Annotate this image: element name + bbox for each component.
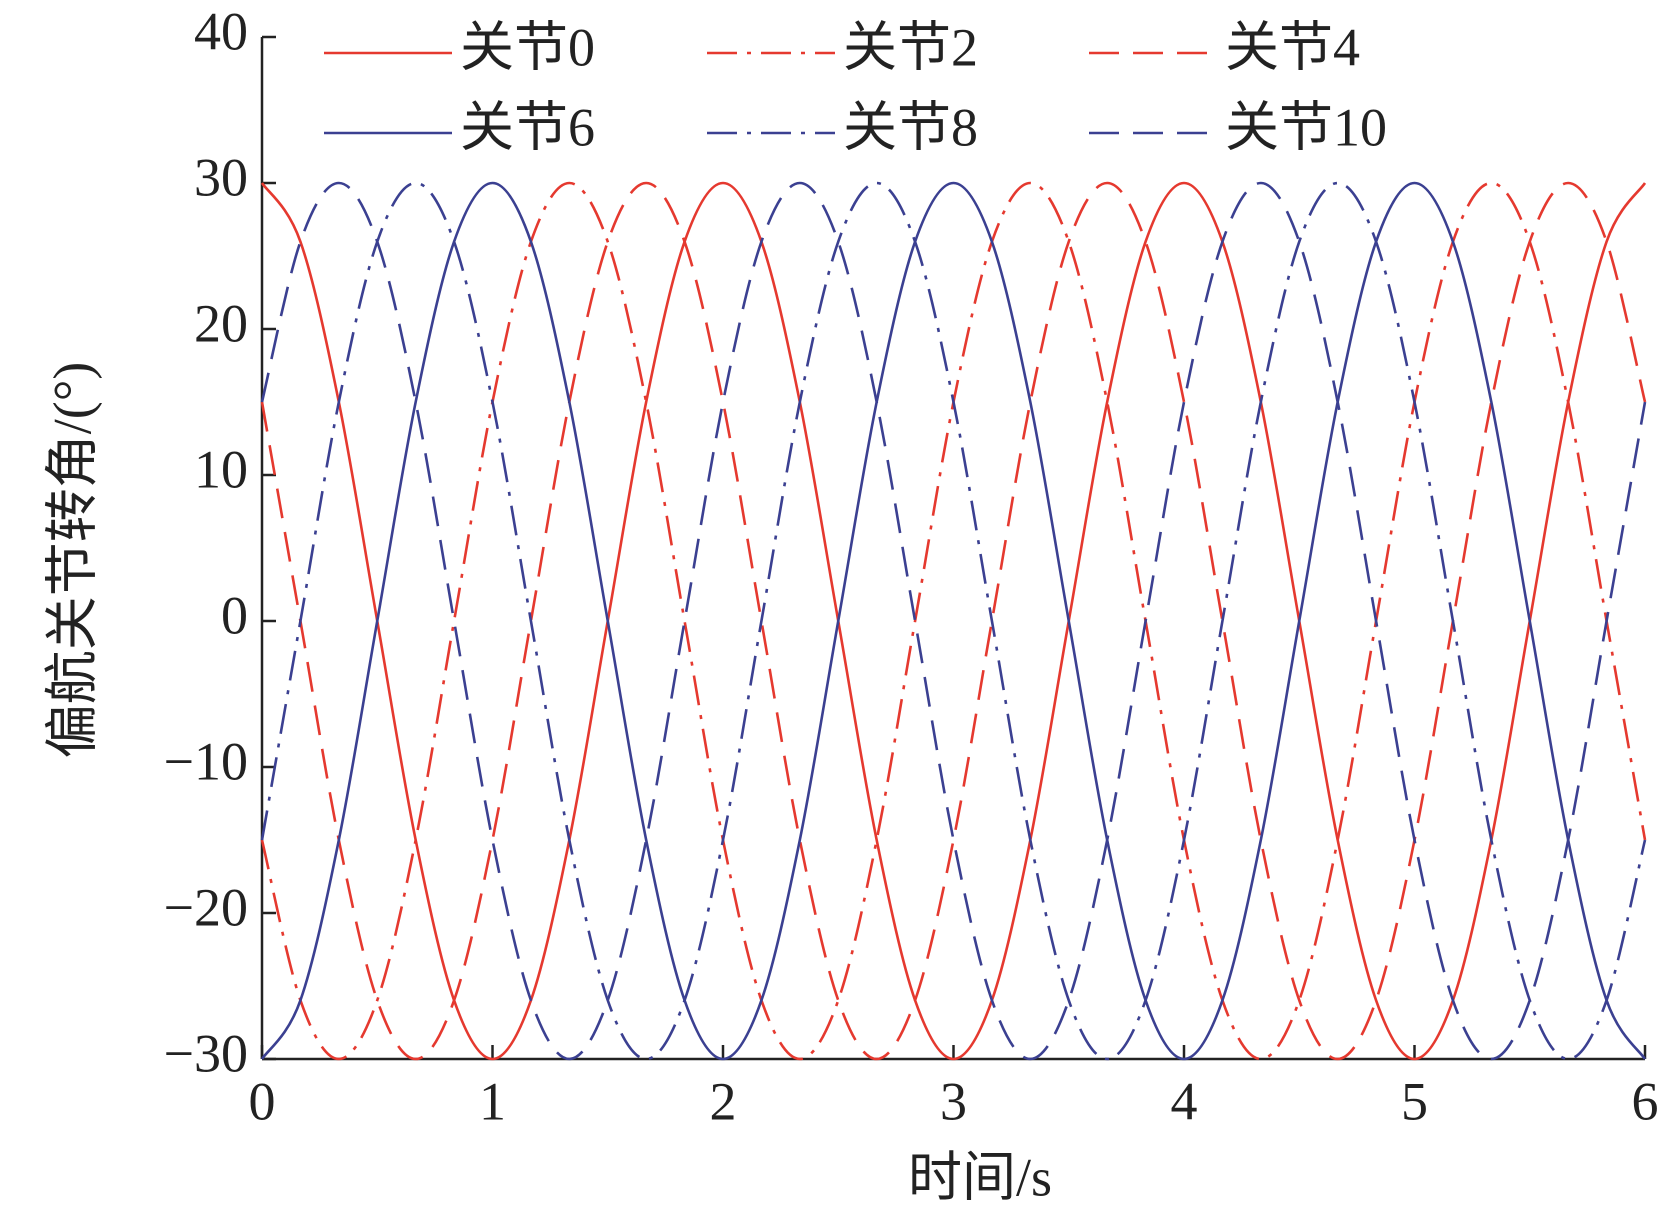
y-tick-label: −30 [164, 1023, 248, 1083]
y-tick-label: 20 [194, 293, 248, 353]
series-line [260, 181, 1647, 1061]
y-tick-label: 30 [194, 147, 248, 207]
series-line [260, 181, 1647, 1061]
x-tick-label: 1 [479, 1071, 506, 1131]
series-line [260, 181, 1647, 1061]
x-tick-label: 5 [1401, 1071, 1428, 1131]
legend-label: 关节2 [843, 17, 978, 77]
x-axis-title: 时间/s [908, 1147, 1052, 1207]
legend-label: 关节6 [460, 97, 595, 157]
y-tick-label: −20 [164, 877, 248, 937]
legend-label: 关节4 [1225, 17, 1360, 77]
series-line [260, 181, 1647, 1061]
y-tick-label: 0 [221, 585, 248, 645]
y-tick-label: −10 [164, 731, 248, 791]
legend-label: 关节10 [1225, 97, 1387, 157]
y-tick-label: 40 [194, 1, 248, 61]
legend-label: 关节8 [843, 97, 978, 157]
y-tick-label: 10 [194, 439, 248, 499]
x-tick-label: 4 [1171, 1071, 1198, 1131]
x-tick-label: 6 [1632, 1071, 1659, 1131]
x-tick-label: 0 [249, 1071, 276, 1131]
x-tick-label: 2 [710, 1071, 737, 1131]
y-axis-title: 偏航关节转角/(°) [42, 362, 102, 759]
legend-label: 关节0 [460, 17, 595, 77]
x-tick-label: 3 [940, 1071, 967, 1131]
series-line [260, 181, 1647, 1061]
series-line [260, 181, 1647, 1061]
